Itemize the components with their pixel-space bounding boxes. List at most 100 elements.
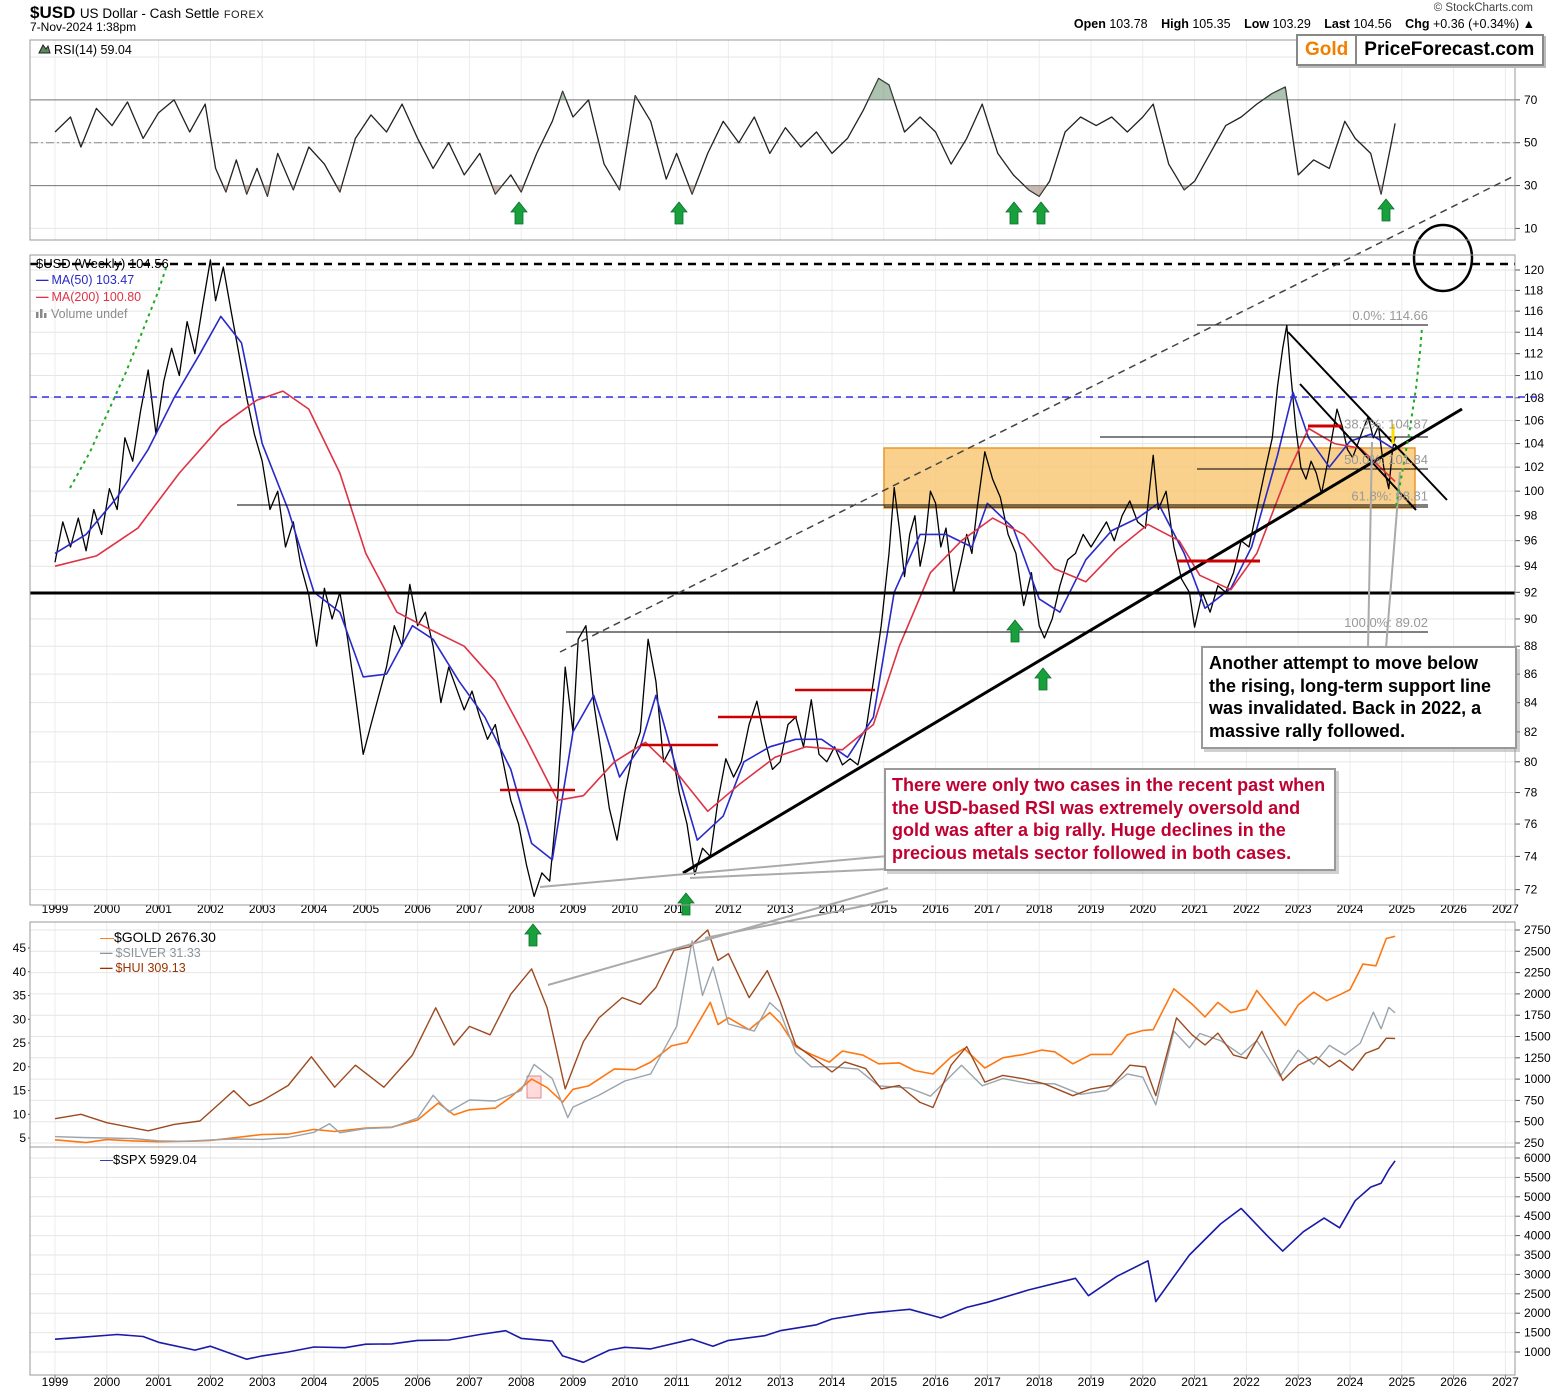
axis-tick-label: 30 [1524,179,1538,193]
axis-tick-label: 90 [1524,612,1538,626]
green-up-arrow [510,201,528,225]
usd-panel-border [29,254,1516,906]
axis-tick-label: 92 [1524,585,1538,599]
series-spx [54,1160,1396,1364]
callout-line-4 [689,868,889,879]
ma50-line-icon: — [36,273,49,287]
year-label: 2013 [767,1375,794,1389]
year-label: 2003 [249,1375,276,1389]
axis-tick-label: 40 [13,965,27,979]
quote-bar: Open 103.78 High 105.35 Low 103.29 Last … [1064,17,1535,31]
axis-tick-label: 120 [1524,263,1544,277]
series-gold [54,935,1396,1144]
axis-tick-label: 106 [1524,413,1544,427]
axis-tick-label: 30 [13,1012,27,1026]
series-rsi [54,77,1396,197]
rsi-legend-label: RSI(14) 59.04 [54,43,132,57]
year-label: 2020 [1129,902,1156,916]
year-label: 2016 [922,1375,949,1389]
symbol-name: US Dollar - Cash Settle [79,6,220,21]
ma200-line-icon: — [36,290,49,304]
gold-legend: —$GOLD 2676.30 [100,929,216,945]
year-label: 2006 [404,1375,431,1389]
axis-tick-label: 96 [1524,534,1538,548]
rsi-panel-border [29,39,1516,241]
year-label: 2009 [560,1375,587,1389]
volume-legend: Volume undef [36,307,127,321]
green-up-arrow [524,923,542,947]
green-up-arrow [1377,198,1395,222]
rsi-indicator-icon [38,43,51,54]
axis-tick-label: 80 [1524,755,1538,769]
axis-tick-label: 86 [1524,667,1538,681]
year-label: 2023 [1285,902,1312,916]
year-label: 2019 [1078,902,1105,916]
axis-tick-label: 84 [1524,696,1538,710]
chg-label: Chg [1405,17,1430,31]
callout-line-5 [547,887,889,986]
year-label: 2008 [508,1375,535,1389]
green-up-arrow [1005,201,1023,225]
axis-tick-label: 88 [1524,639,1538,653]
axis-tick-label: 4500 [1524,1209,1551,1223]
year-label: 2019 [1078,1375,1105,1389]
axis-tick-label: 1250 [1524,1051,1551,1065]
metals-panel-border [29,921,1516,1148]
axis-tick-label: 5000 [1524,1190,1551,1204]
axis-tick-label: 114 [1524,325,1543,339]
rsi-oversold-fill [291,185,295,190]
callout-line-1 [1367,441,1373,649]
rsi-oversold-fill [492,185,503,195]
axis-tick-label: 500 [1524,1115,1544,1129]
goldpriceforecast-logo[interactable]: Gold PriceForecast.com [1296,34,1545,66]
year-label: 2010 [611,902,638,916]
rsi-oversold-fill [1378,185,1383,195]
fib-label: 50.0%: 101.84 [1344,452,1428,467]
ma200-legend: — MA(200) 100.80 [36,290,141,304]
axis-tick-label: 20 [13,1060,27,1074]
year-label: 2009 [560,902,587,916]
orange-consolidation-zone [883,447,1416,509]
axis-tick-label: 82 [1524,725,1538,739]
fib-label: 38.2%: 104.87 [1344,416,1428,431]
symbol-label: $USD [30,3,76,22]
year-label: 2026 [1440,902,1467,916]
last-label: Last [1324,17,1350,31]
axis-tick-label: 1000 [1524,1072,1551,1086]
logo-priceforecast-text: PriceForecast.com [1355,36,1542,64]
axis-tick-label: 2000 [1524,987,1551,1001]
year-label: 2026 [1440,1375,1467,1389]
axis-tick-label: 104 [1524,437,1544,451]
axis-tick-label: 1500 [1524,1030,1551,1044]
year-label: 2002 [197,1375,224,1389]
year-label: 2012 [715,902,742,916]
green-up-arrow [670,201,688,225]
axis-tick-label: 3000 [1524,1267,1551,1281]
axis-tick-label: 10 [13,1107,27,1121]
chart-datetime: 7-Nov-2024 1:38pm [30,20,137,34]
axis-tick-label: 2500 [1524,1287,1551,1301]
high-value: 105.35 [1192,17,1231,31]
breakout-circle [1412,223,1474,293]
declining-resistance-2 [1299,383,1417,511]
rsi-overbought-fill [559,91,567,100]
chart-header: $USD US Dollar - Cash Settle FOREX [30,3,264,23]
green-dotted-projection [1395,327,1423,507]
rsi-oversold-fill [1024,185,1047,197]
axis-tick-label: 94 [1524,559,1538,573]
declining-resistance-1 [1287,331,1448,501]
axis-tick-label: 2500 [1524,944,1551,958]
high-label: High [1161,17,1189,31]
year-label: 2017 [974,902,1001,916]
hui-legend-label: $HUI 309.13 [115,961,186,975]
fib-label: 100.0%: 89.02 [1344,615,1428,630]
year-label: 2004 [301,902,328,916]
year-label: 2017 [974,1375,1001,1389]
gold-line-icon: — [100,929,114,945]
axis-tick-label: 100 [1524,484,1544,498]
year-label: 2021 [1181,902,1208,916]
callout-line-2 [1385,471,1401,649]
year-label: 2025 [1388,902,1415,916]
spx-panel-border [29,1146,1516,1376]
